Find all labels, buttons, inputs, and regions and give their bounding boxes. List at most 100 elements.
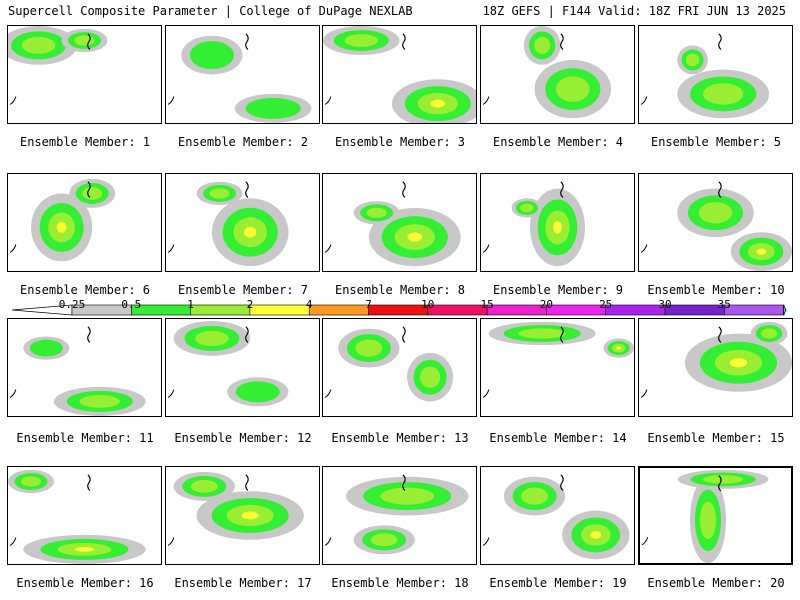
scp-field	[324, 181, 461, 267]
coastline-great-lakes	[87, 181, 91, 198]
contour-1-level-3	[407, 232, 423, 242]
contour-1-level-3	[430, 99, 446, 108]
scp-field	[640, 33, 770, 119]
coastline-great-lakes	[245, 33, 249, 50]
ensemble-panel-13[interactable]	[322, 318, 477, 417]
contour-2-level-2	[370, 533, 398, 547]
contour-1-level-2	[195, 330, 229, 347]
ensemble-panel-5[interactable]	[638, 25, 793, 124]
colorbar-bin-9	[546, 304, 607, 316]
contour-2-level-2	[703, 475, 744, 484]
scp-field	[482, 474, 630, 560]
contour-2-level-2	[366, 207, 387, 218]
ensemble-member-label: Ensemble Member: 7	[177, 283, 309, 297]
ensemble-member-label: Ensemble Member: 13	[331, 431, 469, 445]
scp-field	[9, 326, 146, 416]
ensemble-panel-4[interactable]	[480, 25, 635, 124]
contour-1-level-2	[21, 36, 56, 54]
ensemble-member-label: Ensemble Member: 12	[174, 431, 312, 445]
coastline-west	[167, 537, 175, 546]
coastline-west	[167, 244, 175, 253]
ensemble-panel-11[interactable]	[7, 318, 162, 417]
contour-1-level-2	[79, 395, 121, 408]
contour-1-level-3	[244, 226, 257, 238]
ensemble-panel-20[interactable]	[638, 466, 793, 565]
contour-2-level-1	[245, 97, 301, 119]
contour-2-level-3	[616, 346, 622, 350]
scp-field	[323, 26, 476, 123]
contour-2-level-2	[190, 480, 218, 493]
ensemble-panel-19[interactable]	[480, 466, 635, 565]
contour-1-level-2	[355, 339, 383, 357]
coastline-west	[640, 389, 648, 398]
contour-1-level-3	[74, 547, 95, 552]
coastline-west	[167, 389, 175, 398]
colorbar-bin-3	[190, 304, 251, 316]
contour-2-level-2	[521, 487, 549, 505]
ensemble-panel-12[interactable]	[165, 318, 320, 417]
coastline-west	[482, 96, 490, 105]
colorbar-bin-12	[723, 304, 785, 316]
scp-field	[9, 178, 116, 262]
scp-field	[324, 326, 454, 402]
ensemble-member-label: Ensemble Member: 19	[489, 576, 627, 590]
ensemble-member-label: Ensemble Member: 8	[334, 283, 466, 297]
colorbar-bin-6	[368, 304, 429, 316]
ensemble-panel-7[interactable]	[165, 173, 320, 272]
coastline-west	[482, 537, 490, 546]
coastline-great-lakes	[87, 33, 91, 50]
contour-1-level-3	[553, 221, 562, 234]
colorbar-bin-4	[249, 304, 310, 316]
ensemble-panel-8[interactable]	[322, 173, 477, 272]
coastline-great-lakes	[718, 326, 722, 343]
ensemble-panel-14[interactable]	[480, 318, 635, 417]
ensemble-panel-6[interactable]	[7, 173, 162, 272]
coastline-west	[9, 389, 17, 398]
scp-field	[167, 181, 289, 267]
contour-2-level-2	[534, 36, 551, 54]
colorbar-bin-11	[664, 304, 726, 316]
ensemble-panel-17[interactable]	[165, 466, 320, 565]
coastline-great-lakes	[718, 475, 722, 492]
contour-1-level-3	[56, 222, 67, 233]
coastline-west	[640, 96, 648, 105]
coastline-west	[167, 96, 175, 105]
coastline-great-lakes	[245, 326, 249, 343]
scp-field	[167, 320, 289, 407]
coastline-west	[482, 389, 490, 398]
ensemble-panel-3[interactable]	[322, 25, 477, 124]
contour-1-level-2	[700, 501, 716, 540]
scp-field	[167, 471, 304, 546]
ensemble-panel-18[interactable]	[322, 466, 477, 565]
ensemble-panel-16[interactable]	[7, 466, 162, 565]
ensemble-member-label: Ensemble Member: 20	[647, 576, 785, 590]
colorbar-tick-label: 7	[365, 298, 372, 311]
ensemble-member-label: Ensemble Member: 15	[647, 431, 785, 445]
contour-1-level-3	[729, 357, 748, 368]
colorbar-tick-label: 0.5	[121, 298, 142, 311]
coastline-great-lakes	[560, 474, 564, 491]
contour-2-level-2	[761, 328, 778, 339]
ensemble-panel-10[interactable]	[638, 173, 793, 272]
colorbar-bin-5	[308, 304, 370, 316]
colorbar-graphic	[11, 304, 787, 316]
ensemble-panel-1[interactable]	[7, 25, 162, 124]
contour-1-level-2	[380, 487, 435, 505]
ensemble-member-label: Ensemble Member: 3	[334, 135, 466, 149]
ensemble-member-label: Ensemble Member: 9	[492, 283, 624, 297]
coastline-great-lakes	[402, 33, 406, 50]
ensemble-panel-15[interactable]	[638, 318, 793, 417]
coastline-great-lakes	[87, 326, 91, 343]
ensemble-panel-2[interactable]	[165, 25, 320, 124]
contour-1-level-2	[518, 328, 566, 339]
coastline-great-lakes	[560, 326, 564, 343]
contour-1-level-3	[241, 511, 259, 520]
contour-2-level-2	[20, 476, 42, 487]
ensemble-panel-9[interactable]	[480, 173, 635, 272]
colorbar-tick-label: 30	[658, 298, 672, 311]
contour-2-level-2	[74, 35, 95, 46]
scp-field	[482, 181, 586, 267]
coastline-west	[641, 536, 649, 546]
coastline-west	[9, 96, 17, 105]
colorbar-max-arrow	[783, 304, 787, 316]
